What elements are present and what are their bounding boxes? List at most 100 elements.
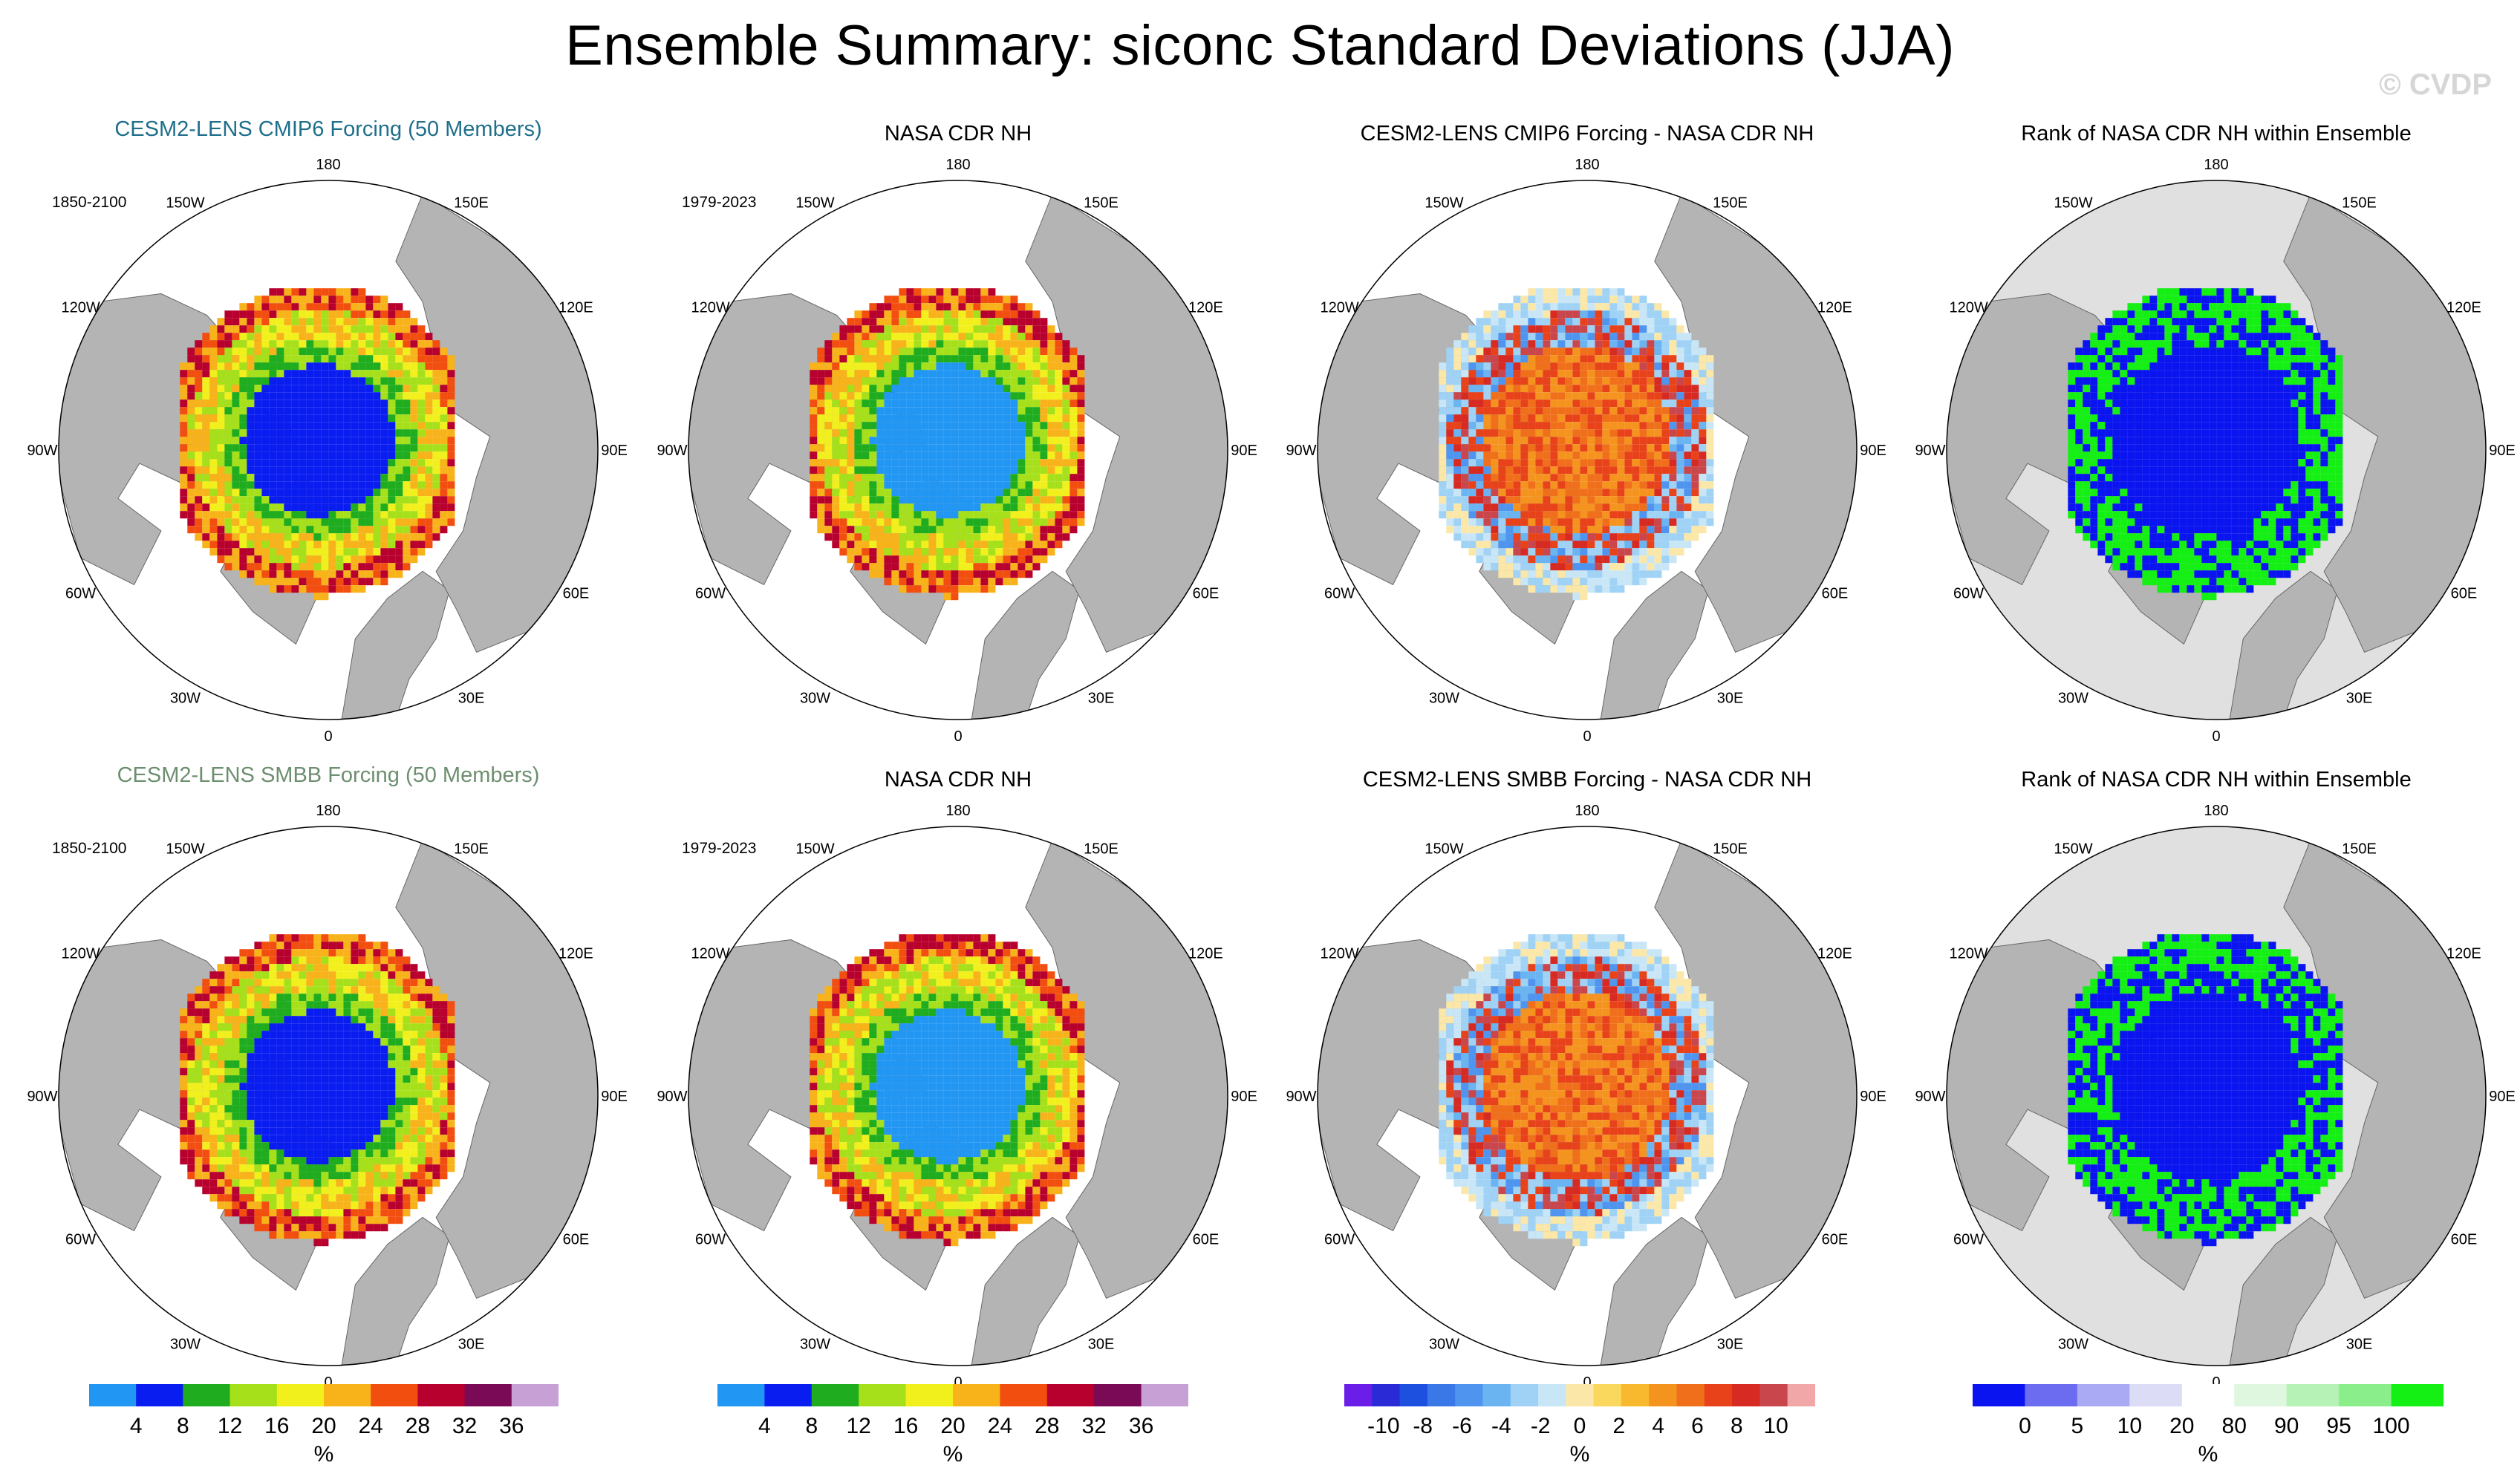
field-cell <box>1557 399 1566 408</box>
field-cell <box>2224 437 2232 445</box>
field-cell <box>817 355 825 363</box>
field-cell <box>891 548 899 556</box>
field-cell <box>2172 437 2180 445</box>
field-cell <box>232 526 240 534</box>
field-cell <box>195 459 203 467</box>
field-cell <box>1069 422 1078 430</box>
field-cell <box>899 481 907 489</box>
field-cell <box>1520 392 1528 400</box>
field-cell <box>1047 333 1055 341</box>
field-cell <box>1654 459 1662 467</box>
field-cell <box>1580 459 1588 467</box>
field-cell <box>2083 474 2091 482</box>
field-cell <box>1617 333 1625 341</box>
field-cell <box>966 444 974 452</box>
field-cell <box>2172 333 2180 341</box>
field-cell <box>1661 310 1670 319</box>
field-cell <box>2276 392 2284 400</box>
field-cell <box>1476 459 1484 467</box>
field-cell <box>388 451 396 460</box>
field-cell <box>2172 414 2180 423</box>
field-cell <box>891 362 899 371</box>
field-cell <box>373 355 381 363</box>
field-cell <box>2083 489 2091 497</box>
field-cell <box>1647 355 1655 363</box>
field-cell <box>2216 474 2224 482</box>
field-cell <box>884 399 892 408</box>
field-cell <box>1572 370 1580 378</box>
field-cell <box>2135 325 2143 333</box>
field-cell <box>1453 392 1462 400</box>
field-cell <box>403 392 411 400</box>
field-cell <box>1706 362 1714 371</box>
field-cell <box>1476 325 1484 333</box>
field-cell <box>1572 555 1580 564</box>
field-cell <box>1018 348 1026 356</box>
field-cell <box>2135 414 2143 423</box>
field-cell <box>884 392 892 400</box>
field-cell <box>432 503 440 512</box>
field-cell <box>1617 414 1625 423</box>
field-cell <box>1491 333 1499 341</box>
field-cell <box>343 422 351 430</box>
field-cell <box>336 407 344 415</box>
field-cell <box>2216 496 2224 504</box>
field-cell <box>2194 392 2202 400</box>
field-cell <box>2216 362 2224 371</box>
field-cell <box>403 385 411 393</box>
field-cell <box>980 444 989 452</box>
field-cell <box>2209 333 2217 341</box>
field-cell <box>299 533 307 541</box>
field-cell <box>988 555 996 564</box>
field-cell <box>2305 340 2314 348</box>
field-cell <box>839 444 847 452</box>
field-cell <box>180 451 188 460</box>
field-cell <box>1461 503 1469 512</box>
field-cell <box>2313 429 2321 437</box>
field-cell <box>2313 459 2321 467</box>
field-cell <box>951 377 959 385</box>
field-cell <box>966 414 974 423</box>
field-cell <box>351 541 359 549</box>
field-cell <box>2276 407 2284 415</box>
field-cell <box>403 451 411 460</box>
field-cell <box>2127 318 2135 326</box>
field-cell <box>891 563 899 571</box>
field-cell <box>1617 429 1625 437</box>
field-cell <box>1010 503 1018 512</box>
field-cell <box>928 451 937 460</box>
field-cell <box>936 526 944 534</box>
field-cell <box>202 370 210 378</box>
field-cell <box>2194 340 2202 348</box>
field-cell <box>1069 370 1078 378</box>
field-cell <box>1062 422 1070 430</box>
field-cell <box>862 429 870 437</box>
field-cell <box>958 288 966 296</box>
field-cell <box>2105 489 2113 497</box>
field-cell <box>1040 325 1048 333</box>
field-cell <box>336 325 344 333</box>
field-cell <box>1062 392 1070 400</box>
field-cell <box>928 340 937 348</box>
field-cell <box>832 355 840 363</box>
field-cell <box>2083 466 2091 474</box>
field-cell <box>988 362 996 371</box>
field-cell <box>951 548 959 556</box>
field-cell <box>906 429 914 437</box>
field-cell <box>1513 474 1521 482</box>
field-cell <box>1669 333 1677 341</box>
field-cell <box>847 407 855 415</box>
field-cell <box>2216 407 2224 415</box>
field-cell <box>2298 325 2306 333</box>
field-cell <box>261 466 270 474</box>
field-cell <box>951 496 959 504</box>
field-cell <box>906 489 914 497</box>
field-cell <box>1535 481 1543 489</box>
field-cell <box>2209 385 2217 393</box>
field-cell <box>899 548 907 556</box>
field-cell <box>239 548 247 556</box>
field-cell <box>2172 399 2180 408</box>
field-cell <box>358 333 366 341</box>
field-cell <box>966 474 974 482</box>
field-cell <box>1624 310 1632 319</box>
